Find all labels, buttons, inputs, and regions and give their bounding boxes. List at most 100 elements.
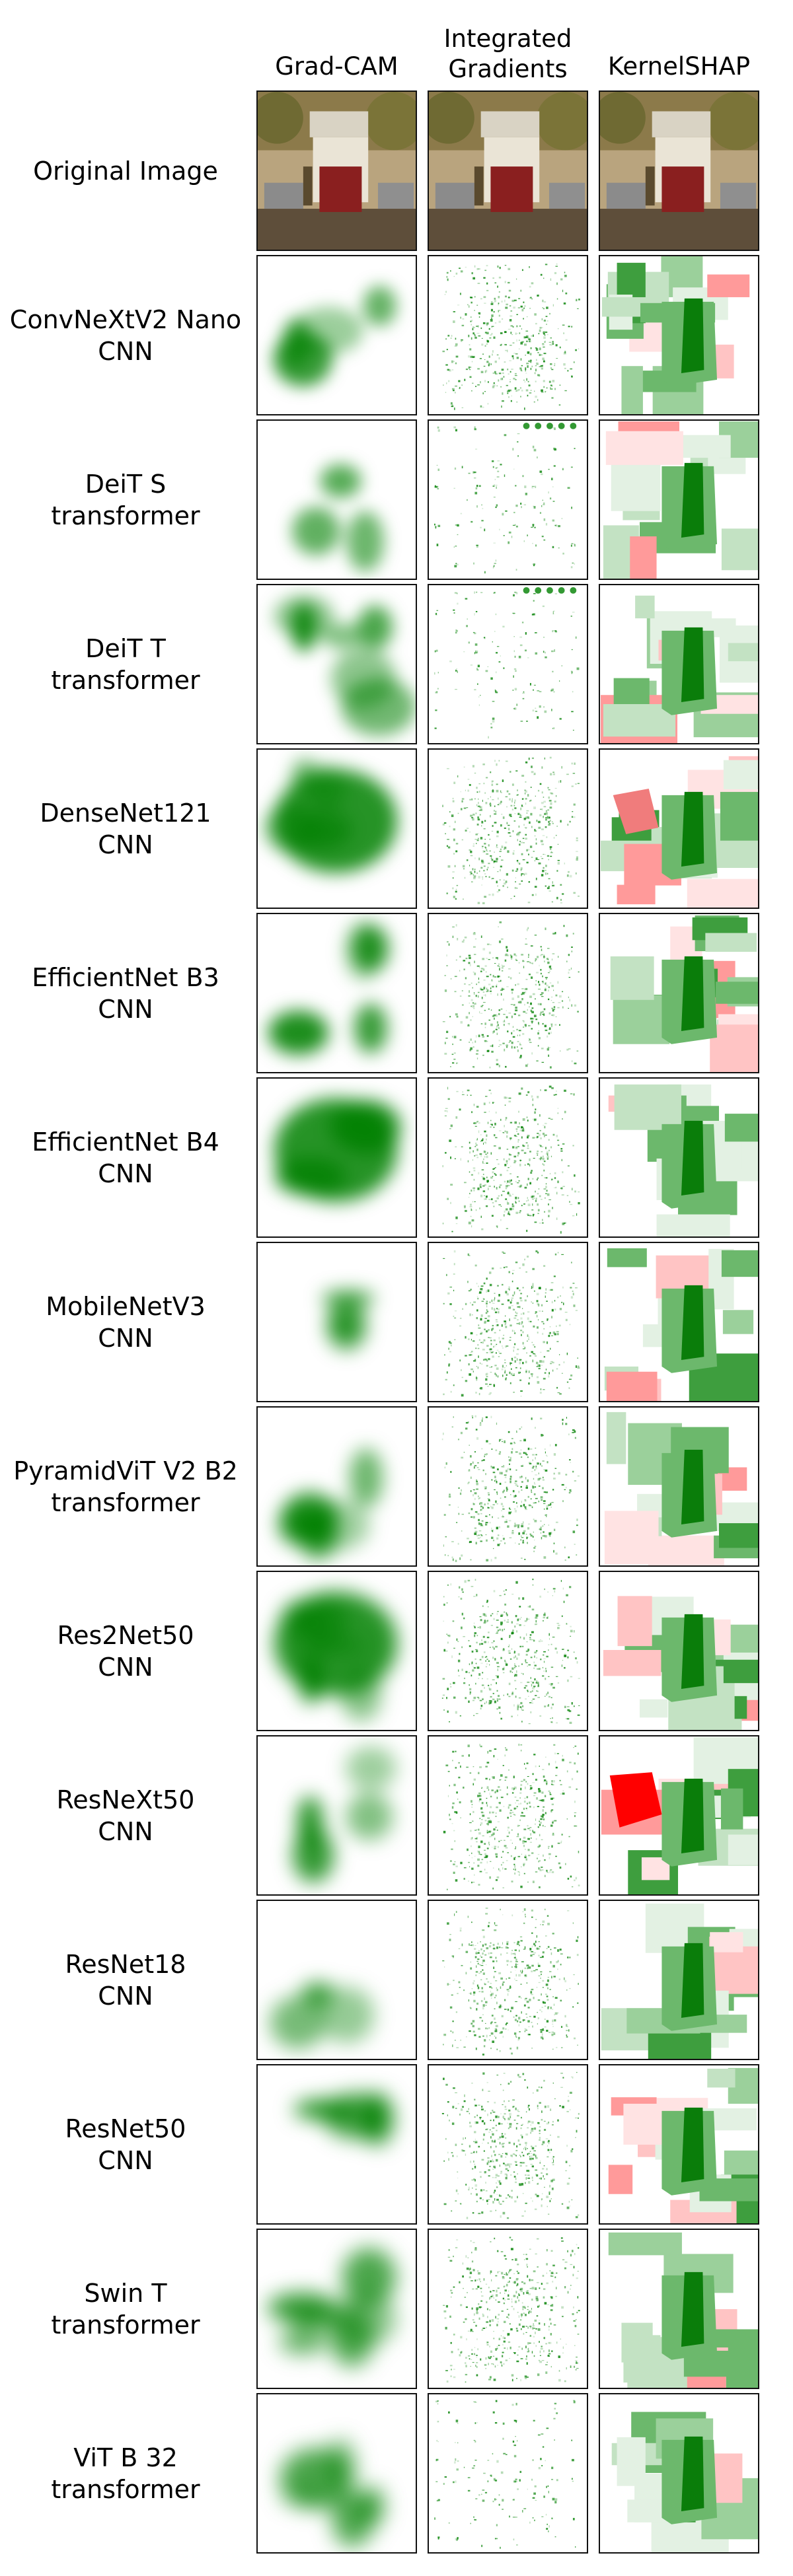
row-label-7: MobileNetV3 CNN	[46, 1291, 206, 1353]
row-label-14: ViT B 32 transformer	[51, 2443, 200, 2504]
cell-r11-c1	[428, 1900, 588, 2060]
cell-r11-c0	[256, 1900, 417, 2060]
gradcam-map-7	[321, 1289, 375, 1351]
cell-r9-c0	[256, 1571, 417, 1731]
cell-r3-c1	[428, 584, 588, 744]
cell-r8-c1	[428, 1406, 588, 1567]
integrated-gradients-map-4	[442, 756, 580, 904]
cell-r14-c2	[599, 2393, 759, 2554]
row-label-11: ResNet18 CNN	[65, 1949, 186, 2011]
integrated-gradients-map-9	[441, 1579, 580, 1725]
gradcam-map-12	[293, 2092, 394, 2146]
cell-r5-c2	[599, 913, 759, 1073]
kernelshap-map-5	[610, 915, 758, 1072]
cell-r0-c1	[428, 90, 588, 251]
cell-r9-c2	[599, 1571, 759, 1731]
row-label-10: ResNeXt50 CNN	[56, 1785, 195, 1846]
integrated-gradients-map-13	[443, 2236, 580, 2383]
cell-r7-c0	[256, 1242, 417, 1402]
row-label-6: EfficientNet B4 CNN	[32, 1127, 219, 1188]
cell-r13-c1	[428, 2229, 588, 2389]
gradcam-map-14	[280, 2439, 385, 2548]
column-header-2: KernelSHAP	[607, 52, 751, 81]
integrated-gradients-map-11	[442, 1908, 580, 2056]
integrated-gradients-map-8	[441, 1415, 580, 1562]
cell-r2-c0	[256, 419, 417, 580]
kernelshap-map-2	[603, 421, 758, 579]
cell-r12-c2	[599, 2064, 759, 2225]
gradcam-map-1	[273, 285, 397, 387]
kernelshap-map-6	[608, 1084, 758, 1236]
row-label-4: DenseNet121 CNN	[40, 798, 211, 859]
cell-r3-c2	[599, 584, 759, 744]
gradcam-map-5	[268, 920, 389, 1055]
kernelshap-map-11	[601, 1903, 758, 2059]
cell-r14-c1	[428, 2393, 588, 2554]
row-label-0: Original Image	[33, 156, 218, 186]
kernelshap-map-13	[608, 2232, 758, 2388]
cell-r6-c1	[428, 1077, 588, 1238]
cell-r8-c0	[256, 1406, 417, 1567]
kernelshap-map-4	[600, 756, 758, 908]
cell-r1-c2	[599, 255, 759, 415]
cell-r0-c2	[599, 90, 759, 251]
row-label-5: EfficientNet B3 CNN	[32, 962, 219, 1024]
integrated-gradients-map-7	[443, 1250, 580, 1397]
gradcam-map-4	[264, 758, 398, 873]
cell-r6-c2	[599, 1077, 759, 1238]
cell-r9-c1	[428, 1571, 588, 1731]
kernelshap-map-8	[604, 1412, 758, 1565]
integrated-gradients-map-5	[442, 921, 580, 1069]
cell-r10-c2	[599, 1735, 759, 1896]
cell-r13-c2	[599, 2229, 759, 2389]
integrated-gradients-map-12	[441, 2071, 580, 2219]
cell-r1-c1	[428, 255, 588, 415]
column-header-0: Grad-CAM	[275, 52, 398, 81]
original-image-1	[429, 92, 587, 250]
gradcam-map-6	[274, 1098, 402, 1202]
gradcam-map-8	[278, 1448, 383, 1560]
column-header-1: Integrated Gradients	[443, 24, 572, 83]
kernelshap-map-7	[604, 1248, 758, 1401]
gradcam-map-2	[291, 464, 384, 572]
cell-r7-c1	[428, 1242, 588, 1402]
cell-r10-c1	[428, 1735, 588, 1896]
cell-r5-c1	[428, 913, 588, 1073]
cell-r11-c2	[599, 1900, 759, 2060]
cell-r3-c0	[256, 584, 417, 744]
cell-r4-c2	[599, 748, 759, 909]
kernelshap-map-12	[608, 2067, 758, 2223]
cell-r12-c1	[428, 2064, 588, 2225]
cell-r6-c0	[256, 1077, 417, 1238]
cell-r2-c1	[428, 419, 588, 580]
row-label-3: DeiT T transformer	[51, 633, 200, 695]
row-label-2: DeiT S transformer	[51, 469, 200, 530]
original-image-2	[600, 92, 758, 250]
cell-r0-c0	[256, 90, 417, 251]
kernelshap-map-10	[601, 1736, 758, 1894]
cell-r12-c0	[256, 2064, 417, 2225]
kernelshap-map-9	[603, 1596, 758, 1730]
integrated-gradients-map-10	[443, 1743, 580, 1890]
cell-r7-c2	[599, 1242, 759, 1402]
row-label-9: Res2Net50 CNN	[57, 1620, 194, 1682]
kernelshap-map-3	[600, 595, 758, 743]
cell-r4-c1	[428, 748, 588, 909]
cell-r5-c0	[256, 913, 417, 1073]
row-label-1: ConvNeXtV2 Nano CNN	[9, 304, 242, 366]
cell-r4-c0	[256, 748, 417, 909]
cell-r1-c0	[256, 255, 417, 415]
cell-r13-c0	[256, 2229, 417, 2389]
kernelshap-map-1	[601, 256, 750, 414]
cell-r10-c0	[256, 1735, 417, 1896]
integrated-gradients-map-6	[442, 1085, 580, 1234]
cell-r14-c0	[256, 2393, 417, 2554]
kernelshap-map-14	[611, 2412, 758, 2552]
cell-r8-c2	[599, 1406, 759, 1567]
integrated-gradients-map-2	[434, 422, 577, 574]
row-label-8: PyramidViT V2 B2 transformer	[13, 1456, 238, 1517]
gradcam-map-11	[270, 1982, 375, 2050]
integrated-gradients-map-14	[434, 2400, 576, 2549]
gradcam-map-3	[274, 595, 416, 736]
row-label-13: Swin T transformer	[51, 2278, 200, 2340]
